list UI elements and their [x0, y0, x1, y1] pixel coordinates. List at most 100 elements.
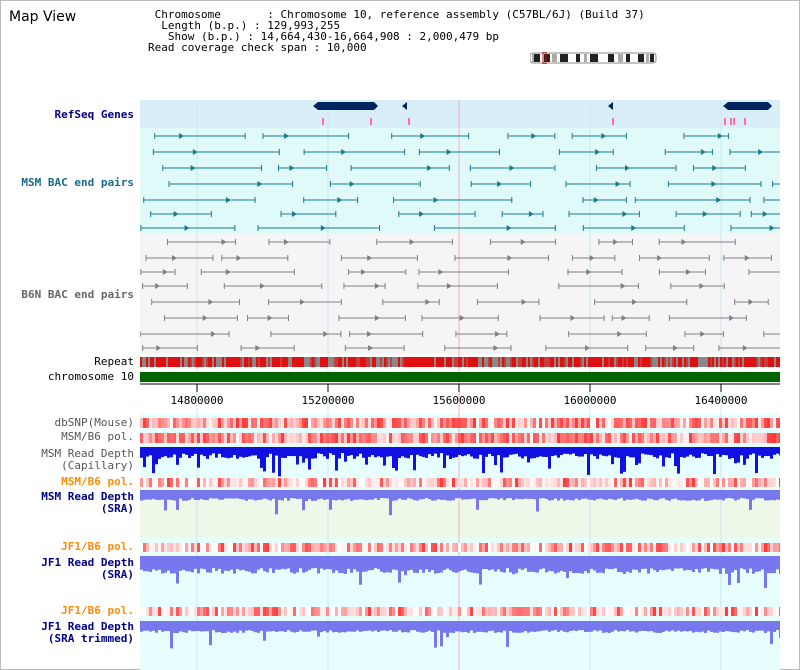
msm-capillary-depth-bar	[605, 447, 608, 457]
dbsnp-heat-cell	[635, 418, 638, 428]
msm-sra-depth-bar	[194, 490, 197, 501]
repeat-segment	[354, 357, 356, 367]
repeat-segment	[448, 357, 450, 367]
jf1-b6-pol-2-heat-cell	[689, 607, 692, 616]
msm-capillary-depth-bar	[440, 447, 443, 454]
jf1-b6-pol-2-heat-cell	[428, 607, 431, 616]
jf1-b6-pol-2-heat-cell	[779, 607, 780, 616]
jf1-b6-pol-2-heat-cell	[350, 607, 353, 616]
msm-capillary-depth-bar	[296, 447, 299, 465]
track-label-jf1-b6-pol-2[interactable]: JF1/B6 pol.	[61, 604, 134, 617]
jf1-trimmed-depth-bar	[332, 621, 335, 633]
jf1-sra-depth-bar	[746, 556, 749, 574]
track-label-b6n-bac[interactable]: B6N BAC end pairs	[21, 288, 134, 301]
jf1-sra-depth-bar	[521, 556, 524, 570]
repeat-segment	[414, 357, 416, 367]
msm-b6-pol-2-heat-cell	[158, 478, 161, 487]
repeat-segment	[224, 357, 226, 367]
repeat-segment	[532, 357, 534, 367]
repeat-segment	[680, 357, 682, 367]
msm-sra-depth-bar	[533, 490, 536, 500]
dbsnp-heat-cell	[176, 418, 179, 428]
track-label-jf1-b6-pol[interactable]: JF1/B6 pol.	[61, 540, 134, 553]
msm-b6-pol-heat-cell	[779, 433, 780, 443]
jf1-b6-pol-heat-cell	[743, 543, 746, 552]
msm-capillary-depth-bar	[488, 447, 491, 454]
msm-sra-depth-bar	[524, 490, 527, 499]
msm-capillary-depth-bar	[470, 447, 473, 457]
msm-b6-pol-heat-cell	[737, 433, 740, 443]
jf1-sra-depth-bar	[554, 556, 557, 574]
track-label-refseq[interactable]: RefSeq Genes	[54, 108, 134, 121]
jf1-b6-pol-2-heat-cell	[215, 607, 218, 616]
msm-bac-pair-arrow	[173, 211, 179, 217]
jf1-b6-pol-2-heat-cell	[227, 607, 230, 616]
msm-b6-pol-heat-cell	[380, 433, 383, 443]
jf1-b6-pol-heat-cell	[287, 543, 290, 552]
track-label-jf1-depth-sra[interactable]: JF1 Read Depth	[41, 556, 134, 569]
track-label-msm-bac[interactable]: MSM BAC end pairs	[21, 176, 134, 189]
jf1-trimmed-depth-bar	[260, 621, 263, 631]
msm-capillary-depth-bar	[653, 447, 656, 457]
jf1-b6-pol-2-heat-cell	[368, 607, 371, 616]
msm-b6-pol-heat-cell	[485, 433, 488, 443]
jf1-b6-pol-2-heat-cell	[407, 607, 410, 616]
ideogram-band	[544, 54, 550, 62]
jf1-sra-depth-bar	[341, 556, 344, 574]
jf1-sra-depth-bar	[335, 556, 338, 571]
msm-capillary-depth-bar	[179, 447, 182, 458]
track-label-msm-depth-capillary[interactable]: MSM Read Depth	[41, 447, 134, 460]
msm-sra-depth-bar	[449, 490, 452, 501]
msm-capillary-depth-bar	[302, 447, 305, 463]
msm-b6-pol-2-heat-cell	[668, 478, 671, 487]
msm-capillary-depth-bar	[617, 447, 620, 458]
jf1-b6-pol-2-heat-cell	[626, 607, 629, 616]
genome-tracks-canvas[interactable]: 14800000 15200000 15600000 16000000 16400000	[140, 0, 780, 670]
track-label-repeat[interactable]: Repeat	[94, 355, 134, 368]
repeat-segment	[542, 357, 544, 367]
msm-b6-pol-2-heat-cell	[305, 478, 308, 487]
jf1-trimmed-depth-bar	[221, 621, 224, 633]
repeat-segment	[346, 357, 348, 367]
msm-b6-pol-heat-cell	[668, 433, 671, 443]
msm-sra-depth-bar	[722, 490, 725, 501]
repeat-segment	[400, 357, 402, 367]
dbsnp-heat-cell	[155, 418, 158, 428]
track-label-msm-b6-pol-2[interactable]: MSM/B6 pol.	[61, 475, 134, 488]
track-label-msm-depth-sra[interactable]: MSM Read Depth	[41, 490, 134, 503]
jf1-sra-depth-bar	[653, 556, 656, 571]
info-show-row: Show (b.p.) : 14,664,430-16,664,908 : 2,…	[167, 30, 500, 43]
jf1-b6-pol-2-heat-cell	[674, 607, 677, 616]
jf1-trimmed-depth-bar	[668, 621, 671, 632]
msm-capillary-depth-bar	[707, 447, 710, 457]
msm-capillary-depth-bar	[554, 447, 557, 456]
dbsnp-heat-cell	[302, 418, 305, 428]
msm-sra-depth-bar	[512, 490, 515, 501]
track-label-chromosome[interactable]: chromosome 10	[47, 370, 134, 383]
msm-sra-depth-bar	[161, 490, 164, 500]
refseq-exon-marker	[730, 118, 732, 125]
msm-b6-pol-2-heat-cell	[170, 478, 173, 487]
repeat-segment	[184, 357, 186, 367]
msm-b6-pol-heat-cell	[242, 433, 245, 443]
chromosome-ideogram[interactable]	[530, 52, 658, 64]
repeat-segment	[592, 357, 594, 367]
jf1-trimmed-depth-bar	[209, 621, 212, 646]
jf1-sra-depth-bar	[236, 556, 239, 570]
track-label-msm-b6-pol[interactable]: MSM/B6 pol.	[61, 430, 134, 443]
jf1-sra-depth-bar	[578, 556, 581, 574]
jf1-b6-pol-heat-cell	[566, 543, 569, 552]
repeat-segment	[546, 357, 548, 367]
b6n-bac-pair-arrow	[613, 239, 619, 245]
msm-b6-pol-2-heat-cell	[203, 478, 206, 487]
track-label-jf1-depth-trimmed[interactable]: JF1 Read Depth	[41, 620, 134, 633]
genome-plot-area[interactable]: 14800000 15200000 15600000 16000000 16400000	[140, 0, 780, 670]
jf1-trimmed-depth-bar	[185, 621, 188, 633]
jf1-sra-depth-bar	[641, 556, 644, 570]
chromosome-info-panel: Chromosome : Chromosome 10, reference as…	[148, 9, 645, 53]
track-label-dbsnp[interactable]: dbSNP(Mouse)	[54, 416, 134, 429]
jf1-trimmed-depth-bar	[266, 621, 269, 632]
jf1-trimmed-depth-bar	[698, 621, 701, 633]
jf1-sra-depth-bar	[329, 556, 332, 570]
repeat-segment	[686, 357, 688, 367]
